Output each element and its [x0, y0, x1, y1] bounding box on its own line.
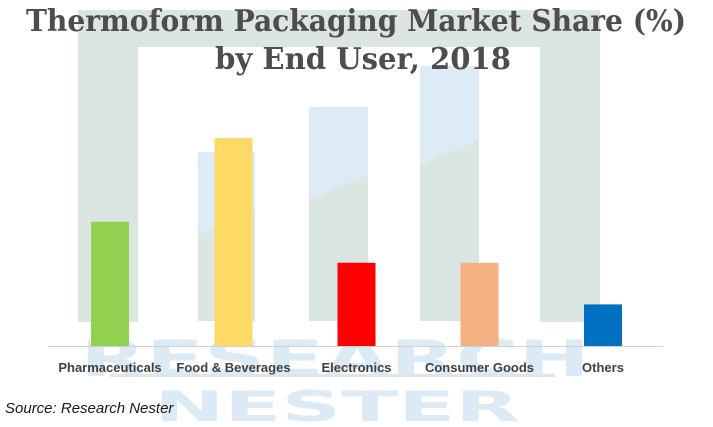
watermark-underline: [110, 374, 555, 377]
bar-others: [584, 304, 622, 346]
chart-title-line-1: Thermoform Packaging Market Share (%): [26, 4, 686, 39]
bar-consumer-goods: [460, 262, 499, 346]
source-note: Source: Research Nester: [5, 400, 174, 417]
watermark-frame: [78, 10, 600, 322]
bars-group: [91, 138, 622, 346]
watermark-text-research: RESEARCH: [80, 330, 590, 388]
x-tick-label: Others: [582, 360, 624, 375]
x-tick-label: Food & Beverages: [176, 360, 290, 375]
watermark-text-nester: NESTER: [155, 382, 520, 427]
x-axis-labels: Pharmaceuticals Food & Beverages Electroni…: [58, 360, 624, 375]
bar-food-beverages: [214, 138, 253, 346]
bar-electronics: [337, 262, 376, 346]
x-tick-label: Electronics: [321, 360, 391, 375]
x-tick-label: Consumer Goods: [425, 360, 534, 375]
chart-title-line-2: by End User, 2018: [215, 42, 511, 77]
bar-pharmaceuticals: [91, 221, 129, 346]
x-tick-label: Pharmaceuticals: [58, 360, 161, 375]
